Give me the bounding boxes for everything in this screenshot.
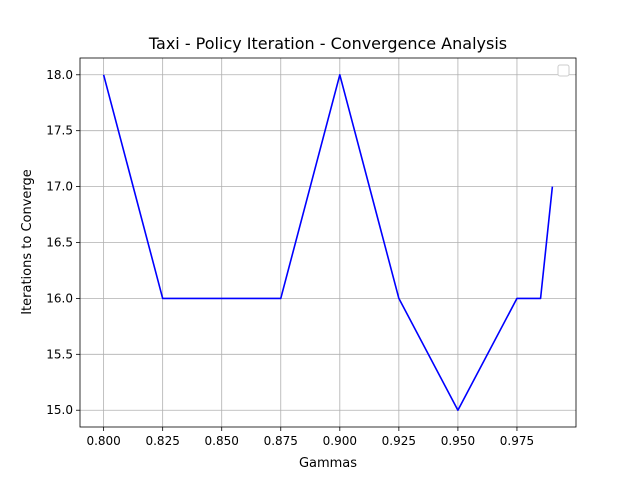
y-tick-label: 16.5: [46, 236, 73, 250]
x-tick-label: 0.875: [264, 434, 298, 448]
axis-ticks: 0.800 0.825 0.850 0.875 0.900 0.925 0.950 0.975…: [46, 68, 534, 448]
x-tick-label: 0.900: [323, 434, 357, 448]
x-tick-label: 0.925: [382, 434, 416, 448]
y-tick-label: 15.5: [46, 347, 73, 361]
x-tick-label: 0.975: [500, 434, 534, 448]
x-axis-label: Gammas: [299, 456, 357, 471]
y-tick-label: 16.0: [46, 291, 73, 305]
x-tick-label: 0.800: [86, 434, 120, 448]
x-tick-label: 0.950: [441, 434, 475, 448]
legend-box: [557, 64, 570, 77]
y-tick-label: 15.0: [46, 403, 73, 417]
y-axis-label: Iterations to Converge: [20, 169, 35, 315]
chart-title: Taxi - Policy Iteration - Convergence An…: [148, 34, 507, 53]
x-tick-label: 0.850: [205, 434, 239, 448]
y-tick-label: 17.5: [46, 124, 73, 138]
series-layer: [102, 73, 554, 412]
x-tick-label: 0.825: [145, 434, 179, 448]
y-tick-label: 17.0: [46, 180, 73, 194]
series-line-0: [102, 73, 554, 412]
y-tick-label: 18.0: [46, 68, 73, 82]
